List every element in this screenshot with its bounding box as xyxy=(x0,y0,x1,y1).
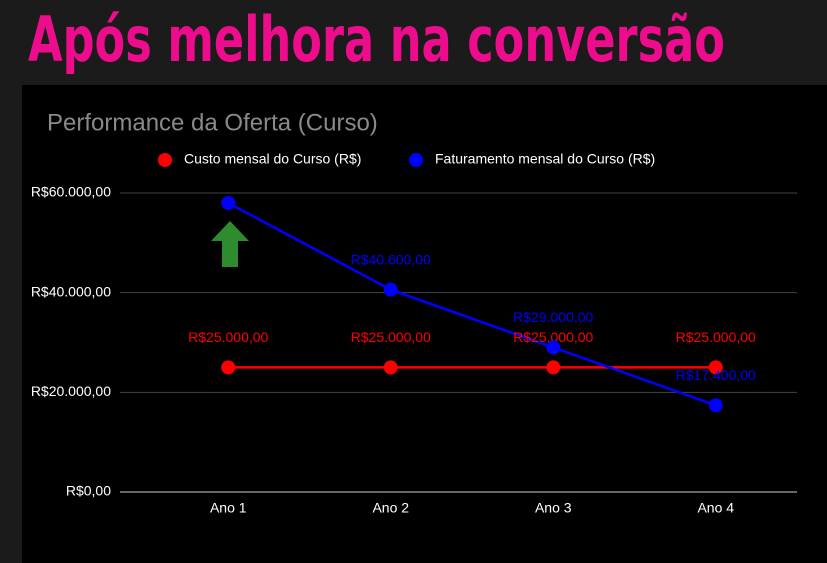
data-label: R$25.000,00 xyxy=(188,329,268,345)
legend-label: Custo mensal do Curso (R$) xyxy=(184,151,361,167)
y-tick-label: R$0,00 xyxy=(66,483,111,499)
data-label: R$40.600,00 xyxy=(351,251,431,267)
data-point xyxy=(708,398,723,413)
legend-label: Faturamento mensal do Curso (R$) xyxy=(435,151,655,167)
y-tick-label: R$40.000,00 xyxy=(31,283,111,299)
legend-marker xyxy=(158,153,172,167)
x-tick-label: Ano 3 xyxy=(535,500,572,516)
series-line xyxy=(227,201,717,407)
chart-area xyxy=(22,85,827,563)
data-label: R$25.000,00 xyxy=(676,329,756,345)
data-point xyxy=(708,360,723,375)
up-arrow xyxy=(211,221,249,267)
data-label: R$17.400,00 xyxy=(676,367,756,383)
data-point xyxy=(221,195,236,210)
data-point xyxy=(546,360,561,375)
data-label: R$25.000,00 xyxy=(351,329,431,345)
data-label: R$29.000,00 xyxy=(513,309,593,325)
y-tick-label: R$60.000,00 xyxy=(31,184,111,200)
slide-title: Após melhora na conversão xyxy=(28,3,725,76)
data-point xyxy=(383,282,398,297)
y-tick-label: R$20.000,00 xyxy=(31,383,111,399)
data-label: R$25.000,00 xyxy=(513,329,593,345)
legend-marker xyxy=(409,153,423,167)
chart-title: Performance da Oferta (Curso) xyxy=(47,109,378,136)
data-point xyxy=(221,360,236,375)
data-point xyxy=(546,340,561,355)
x-tick-label: Ano 2 xyxy=(372,500,409,516)
data-point xyxy=(383,360,398,375)
x-tick-label: Ano 1 xyxy=(210,500,247,516)
x-tick-label: Ano 4 xyxy=(697,500,734,516)
